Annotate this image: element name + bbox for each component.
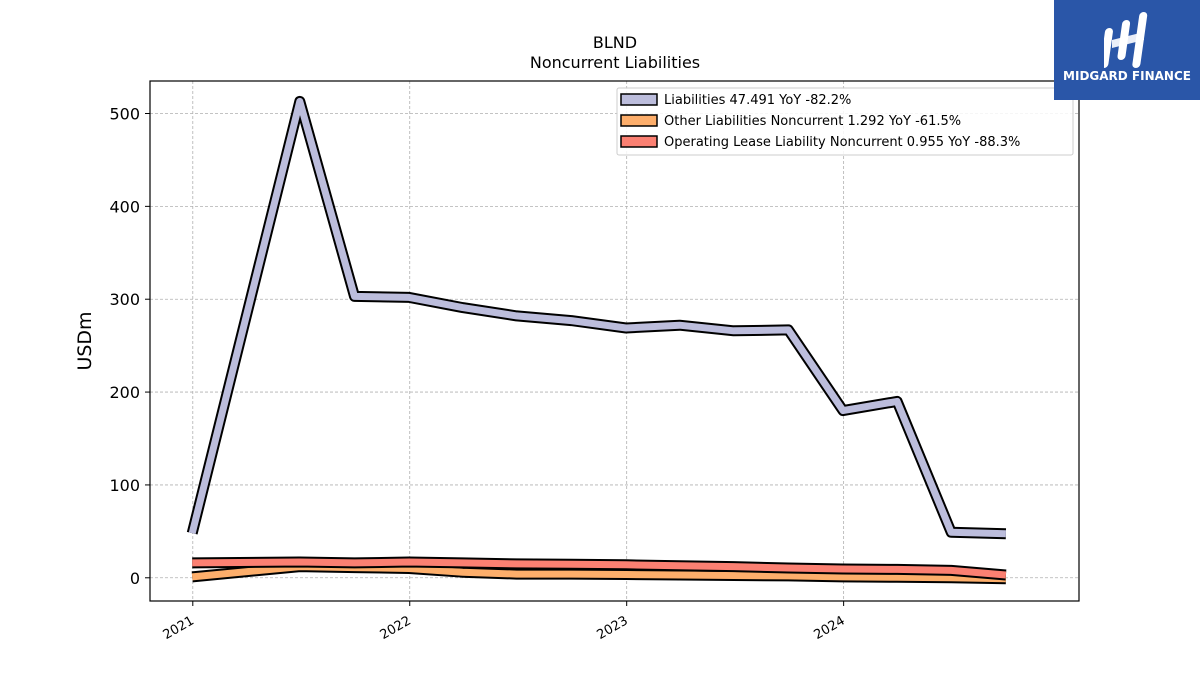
legend-swatch-operating-lease bbox=[620, 135, 658, 148]
series-line-liabilities bbox=[188, 97, 1006, 538]
legend-swatch-liabilities bbox=[620, 93, 658, 106]
series-layer bbox=[186, 95, 1007, 585]
plot-frame bbox=[149, 80, 1080, 602]
legend-label-liabilities: Liabilities 47.491 YoY -82.2% bbox=[664, 93, 851, 108]
legend-box bbox=[616, 87, 1074, 156]
x-tick-label: 2022 bbox=[378, 613, 414, 643]
x-tick-label: 2023 bbox=[595, 613, 631, 643]
y-ticks: 0 100 200 300 400 500 bbox=[109, 105, 150, 588]
series-outline-liabilities bbox=[186, 95, 1007, 540]
brand-name: MIDGARD FINANCE bbox=[1063, 69, 1191, 83]
brand-logo: MIDGARD FINANCE bbox=[1054, 0, 1200, 100]
y-tick-label: 200 bbox=[109, 383, 140, 402]
series-line-operating-lease-liability-noncurrent bbox=[192, 558, 1007, 579]
legend-label-other-liabilities: Other Liabilities Noncurrent 1.292 YoY -… bbox=[664, 114, 961, 129]
y-tick-label: 100 bbox=[109, 476, 140, 495]
y-axis-label: USDm bbox=[74, 311, 96, 370]
grid-lines bbox=[150, 81, 1079, 601]
chart-title: BLND bbox=[593, 33, 637, 52]
y-tick-label: 300 bbox=[109, 290, 140, 309]
chart-subtitle: Noncurrent Liabilities bbox=[530, 53, 700, 72]
legend: Liabilities 47.491 YoY -82.2% Other Liab… bbox=[616, 87, 1074, 156]
legend-swatch-other-liabilities bbox=[620, 114, 658, 127]
y-tick-label: 500 bbox=[109, 105, 140, 124]
legend-label-operating-lease: Operating Lease Liability Noncurrent 0.9… bbox=[664, 135, 1020, 150]
x-tick-label: 2021 bbox=[161, 613, 197, 643]
y-tick-label: 400 bbox=[109, 197, 140, 216]
y-tick-label: 0 bbox=[130, 569, 140, 588]
x-tick-label: 2024 bbox=[811, 613, 847, 643]
midgard-logo-icon bbox=[1104, 12, 1148, 68]
x-ticks: 2021 2022 2023 2024 bbox=[161, 601, 848, 643]
